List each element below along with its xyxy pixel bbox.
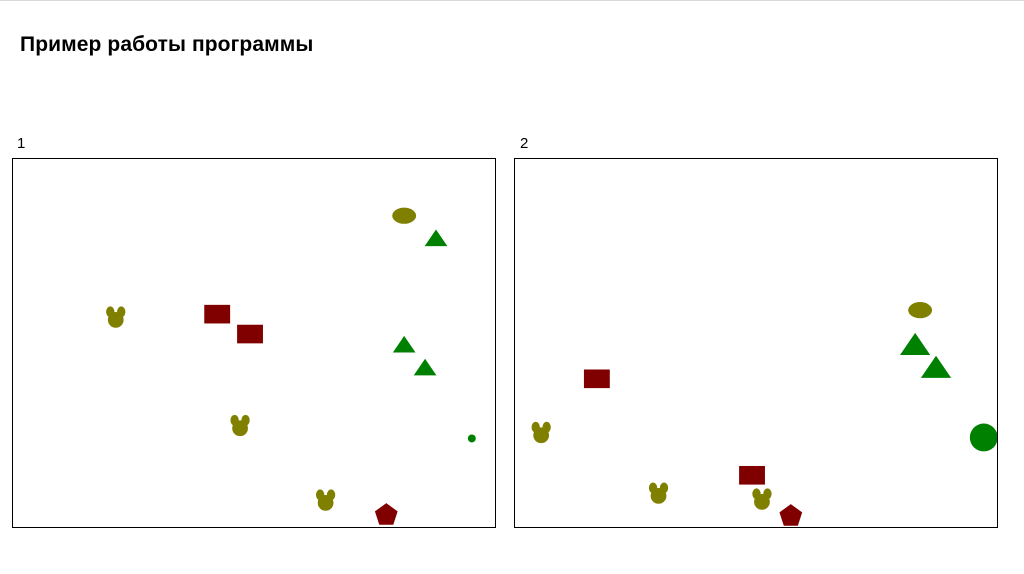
panel-2-ellipse-1 xyxy=(908,302,933,319)
panel-1-canvas xyxy=(12,158,496,528)
panel-1-mickey-8 xyxy=(230,414,250,437)
panel-1-rectangle-4 xyxy=(204,304,231,324)
panel-2-canvas xyxy=(514,158,998,528)
top-divider xyxy=(0,0,1024,1)
panel-1-mickey-3 xyxy=(106,306,126,328)
panel-1-circle-9 xyxy=(467,434,476,443)
panel-2-rectangle-4 xyxy=(583,369,610,389)
panel-2-pentagon-10 xyxy=(779,504,803,526)
panel-1-rectangle-5 xyxy=(237,324,263,344)
panel-2-mickey-7 xyxy=(648,482,669,504)
panel-1-label: 1 xyxy=(17,135,26,152)
slide-title: Пример работы программы xyxy=(20,33,314,56)
panel-1-ellipse-1 xyxy=(392,207,417,224)
panel-2-circle-6 xyxy=(969,423,997,452)
panel-1-pentagon-11 xyxy=(374,503,398,525)
panel-1-triangle-2 xyxy=(424,229,448,247)
panel-2-rectangle-8 xyxy=(739,465,765,485)
panel-2-label: 2 xyxy=(520,135,529,152)
panel-2-triangle-2 xyxy=(900,332,931,356)
panel-2-mickey-5 xyxy=(531,421,551,444)
panel-2-triangle-3 xyxy=(920,355,952,378)
panel-2-mickey-9 xyxy=(752,488,772,510)
panel-1-triangle-7 xyxy=(413,358,437,376)
panel-2-drawing xyxy=(531,302,997,526)
panel-1-triangle-6 xyxy=(392,335,416,353)
panel-1-drawing xyxy=(106,207,476,525)
panel-1-mickey-10 xyxy=(315,489,336,511)
